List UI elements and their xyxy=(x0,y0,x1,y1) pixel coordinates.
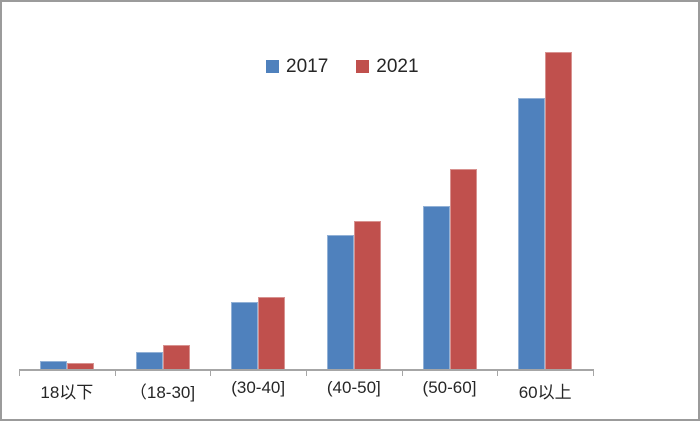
bar-2021-5 xyxy=(545,51,573,370)
bar-2017-4 xyxy=(422,205,450,370)
x-axis-tick xyxy=(593,370,594,376)
x-axis-label: 60以上 xyxy=(518,383,572,402)
legend-item-2017: 2017 xyxy=(266,57,328,76)
legend-label: 2021 xyxy=(376,56,419,77)
bar-2021-1 xyxy=(162,344,190,370)
legend-item-2021: 2021 xyxy=(356,56,419,77)
x-axis-tick xyxy=(210,370,212,376)
bar-2017-5 xyxy=(518,97,546,370)
bar-2021-3 xyxy=(353,220,381,370)
x-axis-tick xyxy=(19,370,20,376)
bar-2017-3 xyxy=(326,234,354,370)
bar-2021-4 xyxy=(449,168,477,370)
legend: 2017 2021 xyxy=(266,57,419,76)
x-axis-label: (30-40] xyxy=(231,378,286,397)
legend-swatch-icon xyxy=(356,60,370,73)
x-axis-label: （18-30] xyxy=(129,383,196,402)
x-axis-tick xyxy=(497,370,499,376)
legend-swatch-icon xyxy=(266,60,279,73)
bar-2021-2 xyxy=(258,296,286,370)
x-axis-tick xyxy=(114,370,116,376)
bar-2017-2 xyxy=(231,301,259,370)
x-axis-label: 18以下 xyxy=(40,383,94,402)
x-axis-label: (40-50] xyxy=(326,378,381,397)
x-axis-label: (50-60] xyxy=(422,378,477,397)
x-axis-tick xyxy=(306,370,307,376)
x-axis-tick xyxy=(401,370,403,376)
legend-label: 2017 xyxy=(286,56,329,77)
